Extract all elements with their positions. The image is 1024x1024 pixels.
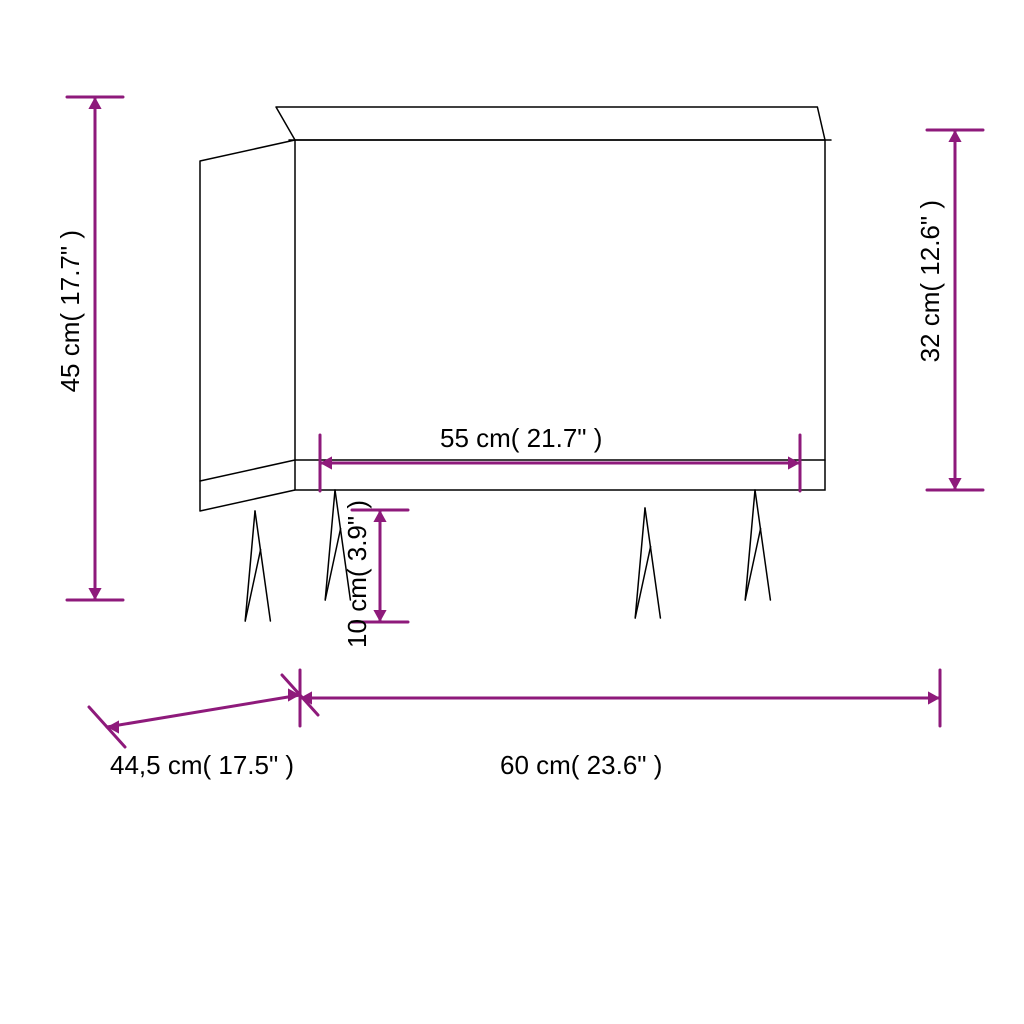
dim-height-body: 32 cm( 12.6" ) — [915, 200, 946, 362]
dim-leg-height: 10 cm( 3.9" ) — [342, 500, 373, 648]
dim-depth: 44,5 cm( 17.5" ) — [110, 750, 294, 781]
dim-height-total: 45 cm( 17.7" ) — [55, 230, 86, 392]
dim-width-inner: 55 cm( 21.7" ) — [440, 423, 602, 454]
dim-width-total: 60 cm( 23.6" ) — [500, 750, 662, 781]
